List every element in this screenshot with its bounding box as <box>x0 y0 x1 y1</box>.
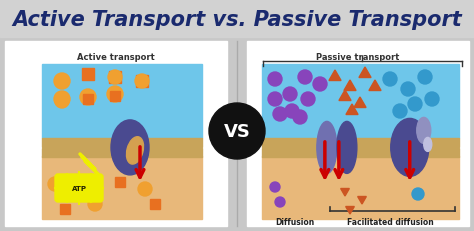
Circle shape <box>412 188 424 200</box>
Circle shape <box>55 94 69 109</box>
Text: Active Transport vs. Passive Transport: Active Transport vs. Passive Transport <box>12 10 462 30</box>
FancyBboxPatch shape <box>55 174 103 202</box>
Bar <box>0 0 474 38</box>
Ellipse shape <box>127 137 144 164</box>
Circle shape <box>108 71 122 85</box>
Ellipse shape <box>337 122 357 174</box>
Text: Facilitated diffusion: Facilitated diffusion <box>346 217 433 226</box>
Text: Diffusion: Diffusion <box>275 217 315 226</box>
Circle shape <box>107 87 123 103</box>
Text: Active transport: Active transport <box>77 53 155 62</box>
Circle shape <box>301 93 315 106</box>
Bar <box>42 149 202 158</box>
Bar <box>42 139 202 148</box>
Circle shape <box>313 78 327 92</box>
Ellipse shape <box>317 122 337 174</box>
Circle shape <box>408 97 422 112</box>
Circle shape <box>298 71 312 85</box>
Circle shape <box>135 75 149 89</box>
Ellipse shape <box>417 118 431 144</box>
Text: ATP: ATP <box>72 185 86 191</box>
Circle shape <box>418 71 432 85</box>
Bar <box>247 42 469 226</box>
Ellipse shape <box>424 138 432 152</box>
Bar <box>262 65 459 139</box>
Circle shape <box>275 197 285 207</box>
Bar <box>5 42 227 226</box>
Circle shape <box>54 92 70 108</box>
Circle shape <box>293 110 307 125</box>
Circle shape <box>425 93 439 106</box>
Bar <box>262 157 459 219</box>
Circle shape <box>209 103 265 159</box>
Bar <box>262 139 459 148</box>
Circle shape <box>285 105 299 119</box>
Bar <box>42 65 202 139</box>
Circle shape <box>273 108 287 122</box>
Circle shape <box>283 88 297 102</box>
Bar <box>42 157 202 219</box>
Bar <box>262 149 459 158</box>
Text: Passive transport: Passive transport <box>316 53 400 62</box>
Circle shape <box>80 90 96 106</box>
Circle shape <box>383 73 397 87</box>
Ellipse shape <box>391 119 429 177</box>
Circle shape <box>270 182 280 192</box>
Ellipse shape <box>111 120 149 175</box>
Circle shape <box>88 197 102 211</box>
Text: VS: VS <box>224 122 250 140</box>
Circle shape <box>393 105 407 119</box>
Circle shape <box>54 74 70 90</box>
Circle shape <box>55 75 69 89</box>
Circle shape <box>268 93 282 106</box>
Circle shape <box>401 83 415 97</box>
Circle shape <box>48 177 62 191</box>
Circle shape <box>268 73 282 87</box>
Circle shape <box>138 182 152 196</box>
